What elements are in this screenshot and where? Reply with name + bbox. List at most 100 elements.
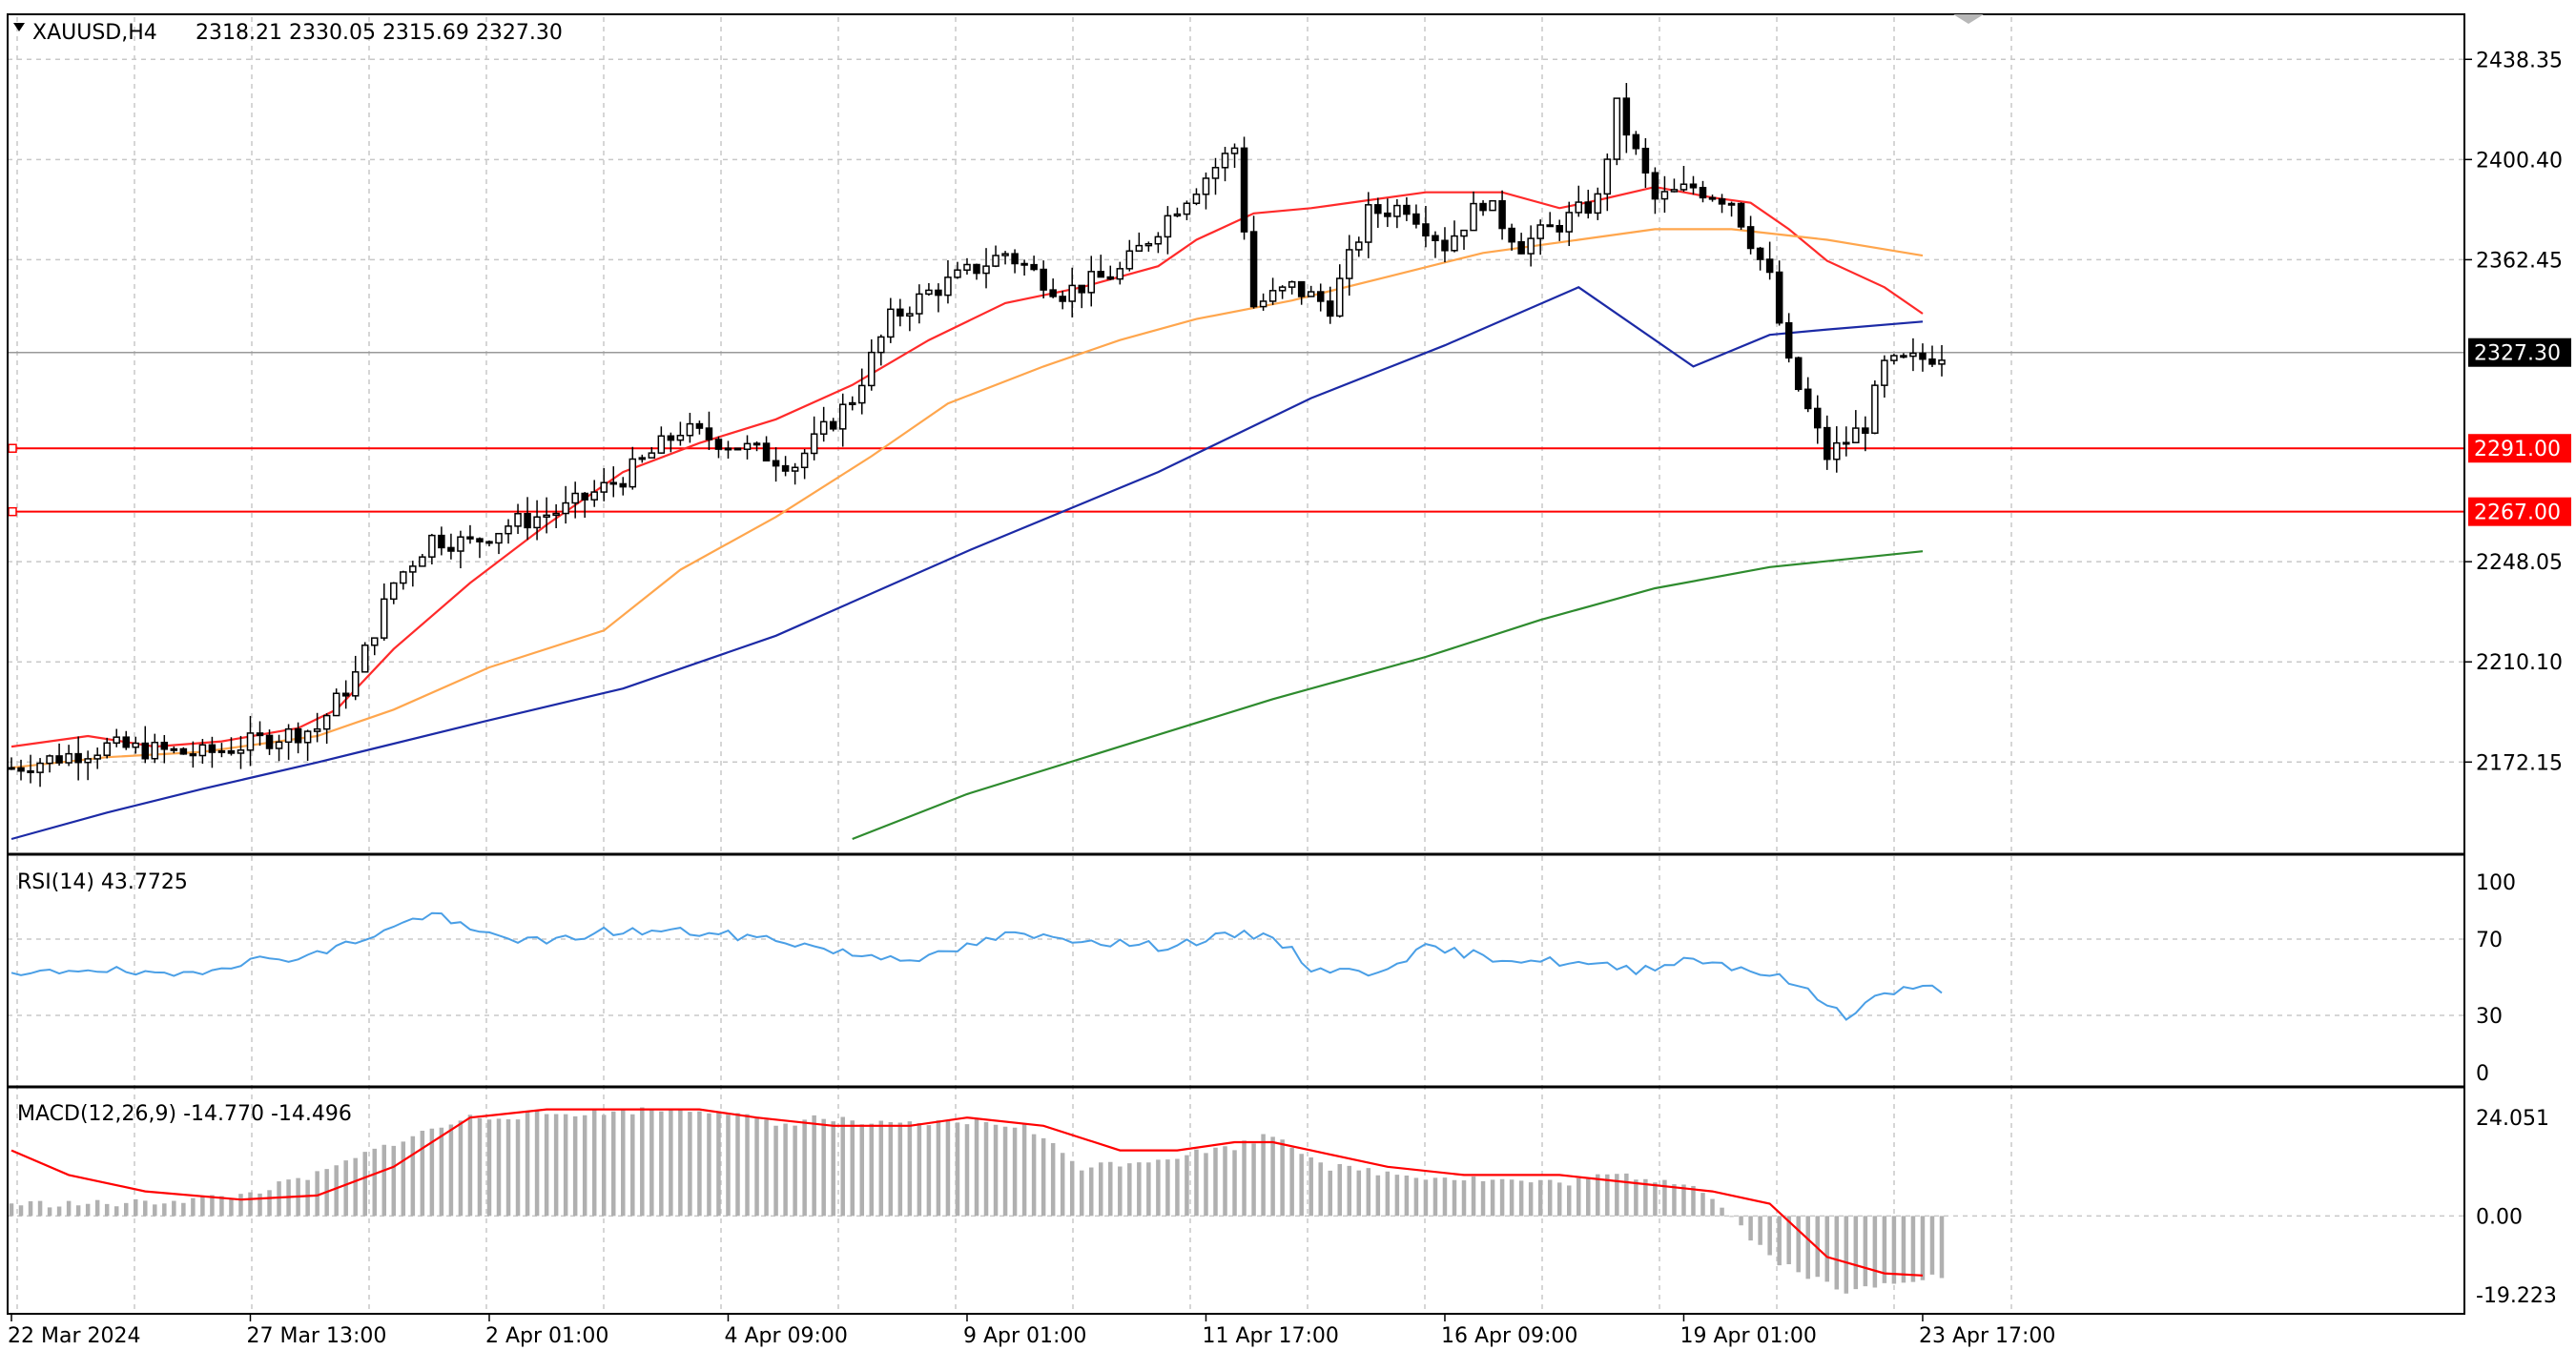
candle <box>132 736 140 754</box>
price-axis: 2438.35 2400.40 2362.45 2248.05 2210.10 2172.… <box>2464 49 2571 1308</box>
price-tick-label: 2362.45 <box>2476 249 2563 273</box>
candle <box>944 259 952 304</box>
symbol-label: XAUUSD,H4 <box>32 21 157 45</box>
time-tick-label: 11 Apr 17:00 <box>1202 1324 1338 1348</box>
price-tick-label: 2172.15 <box>2476 751 2563 775</box>
candle <box>217 743 226 758</box>
candle <box>562 485 569 524</box>
candle <box>1527 225 1535 267</box>
candle <box>381 583 388 641</box>
candle <box>1384 198 1391 228</box>
candle <box>1824 415 1831 470</box>
level-price-box[interactable] <box>2468 434 2571 463</box>
candle <box>495 532 503 555</box>
macd-tick-label: 0.00 <box>2476 1205 2523 1229</box>
candle <box>1259 293 1267 311</box>
candle <box>1613 97 1621 166</box>
candle <box>1011 249 1019 274</box>
candle <box>1862 416 1869 452</box>
candle <box>409 561 417 587</box>
candle <box>1890 354 1898 365</box>
candle <box>1680 166 1688 193</box>
candle <box>1020 259 1028 276</box>
candle <box>1230 143 1239 169</box>
candle <box>858 368 866 415</box>
macd-tick-label: 24.051 <box>2476 1107 2549 1131</box>
macd-title: MACD(12,26,9) -14.770 -14.496 <box>17 1102 352 1126</box>
candle <box>1288 280 1296 295</box>
candle <box>1843 426 1850 457</box>
candle <box>1632 131 1640 155</box>
candle <box>800 449 809 480</box>
candle <box>973 263 980 280</box>
candle <box>1268 277 1277 305</box>
candle <box>695 420 704 435</box>
candle <box>170 746 178 754</box>
candle <box>1326 286 1334 324</box>
candle <box>1584 189 1593 219</box>
level-price-box[interactable] <box>2468 497 2571 526</box>
candle <box>332 688 340 717</box>
grid-layer <box>8 17 2464 1312</box>
candle <box>1412 204 1420 229</box>
candle <box>1622 83 1631 153</box>
candle <box>1699 180 1707 203</box>
level-anchor-handle[interactable] <box>8 443 17 453</box>
current-price-box <box>2468 338 2571 367</box>
candle <box>514 503 522 535</box>
candle <box>629 446 637 490</box>
time-tick-label: 9 Apr 01:00 <box>963 1324 1086 1348</box>
moving-average-100 <box>10 286 1924 841</box>
candle <box>935 283 942 313</box>
moving-average-50 <box>10 228 1924 769</box>
level-price-label: 2267.00 <box>2474 501 2561 525</box>
candle <box>485 540 493 547</box>
candle <box>457 530 464 569</box>
candle <box>1211 157 1220 195</box>
candle <box>916 284 923 324</box>
macd-tick-label: -19.223 <box>2476 1284 2557 1308</box>
candle <box>122 730 130 750</box>
candle <box>762 436 771 462</box>
candle <box>838 393 847 447</box>
candle <box>1374 197 1382 228</box>
candle <box>963 257 971 276</box>
price-tick-label: 2248.05 <box>2476 551 2563 575</box>
candle <box>524 497 531 541</box>
candle <box>533 500 541 541</box>
candle <box>810 416 818 460</box>
candle <box>1135 232 1144 252</box>
candle <box>438 526 445 556</box>
macd-series <box>9 1107 1945 1294</box>
time-tick-label: 27 Mar 13:00 <box>246 1324 386 1348</box>
candle <box>1173 207 1182 217</box>
level-anchor-handle[interactable] <box>8 506 17 517</box>
dropdown-triangle-icon[interactable] <box>13 23 25 31</box>
rsi-tick-label: 70 <box>2476 929 2503 952</box>
candle <box>1833 426 1841 473</box>
candle <box>160 734 169 764</box>
candle <box>829 418 837 432</box>
candle <box>390 582 398 604</box>
candle <box>256 721 264 747</box>
candle <box>1078 284 1085 309</box>
candle <box>1154 232 1163 254</box>
candle <box>571 481 579 519</box>
moving-average-200 <box>852 550 1924 841</box>
candle <box>189 741 197 768</box>
candle <box>887 297 895 343</box>
candle <box>1030 256 1038 272</box>
candle <box>370 637 379 656</box>
shift-marker-icon[interactable] <box>1953 14 1984 24</box>
candle <box>1183 200 1191 220</box>
candle <box>1508 223 1515 251</box>
candle <box>781 456 790 477</box>
candle <box>428 533 436 564</box>
candle <box>1335 264 1344 318</box>
candle <box>1001 251 1009 265</box>
candle <box>208 736 216 768</box>
candle <box>1556 219 1563 241</box>
